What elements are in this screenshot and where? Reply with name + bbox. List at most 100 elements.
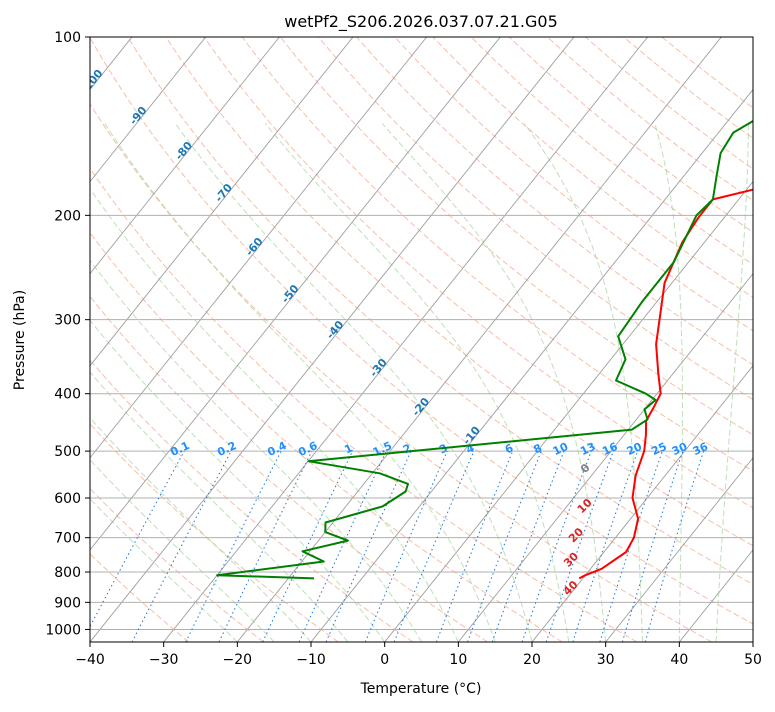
mixing-ratio-label: 1.5	[371, 439, 394, 459]
y-tick-label: 600	[54, 491, 81, 507]
moist-adiabat-line	[0, 124, 274, 642]
mixing-ratio-line	[436, 451, 512, 642]
mixing-ratio-line	[394, 451, 474, 642]
dry-adiabat-line	[13, 37, 637, 642]
isotherm-line	[0, 37, 353, 642]
y-tick-label: 1000	[45, 622, 81, 638]
moist-adiabat-line	[716, 124, 748, 642]
x-axis-label: Temperature (°C)	[360, 681, 482, 697]
dry-adiabat-label: -30	[367, 356, 390, 380]
x-tick-label: 20	[523, 652, 541, 668]
y-tick-label: 200	[54, 208, 81, 224]
mixing-ratio-line	[600, 451, 663, 642]
x-tick-label: 50	[744, 652, 762, 668]
background-lines	[0, 37, 775, 642]
y-tick-label: 800	[54, 565, 81, 581]
mixing-ratio-label: 0.1	[168, 439, 191, 459]
mixing-ratio-line	[645, 451, 703, 642]
mixing-ratio-line	[82, 451, 184, 642]
isotherm-line	[237, 37, 721, 642]
isotherm-line	[311, 37, 775, 642]
x-tick-label: 0	[380, 652, 389, 668]
chart-title: wetPf2_S206.2026.037.07.21.G05	[284, 12, 558, 32]
moist-adiabat-line	[265, 124, 568, 642]
dry-adiabat-line	[0, 37, 562, 642]
y-axis-ticks: 100 200 300 400 500 600 700 800 900 1000	[45, 30, 90, 638]
y-tick-label: 700	[54, 531, 81, 547]
x-tick-label: −20	[223, 652, 253, 668]
dry-adiabat-line	[0, 37, 488, 642]
x-tick-label: −30	[149, 652, 179, 668]
dry-adiabat-line	[0, 37, 264, 642]
mixing-ratio-label: 20	[625, 440, 645, 458]
moist-adiabat-label: 40	[561, 578, 581, 598]
dewpoint-line	[217, 37, 775, 578]
isotherm-line	[458, 37, 775, 642]
mixing-ratio-line	[468, 451, 542, 642]
isotherm-line	[0, 37, 279, 642]
mixing-ratio-label: 30	[670, 440, 690, 458]
y-tick-label: 300	[54, 313, 81, 329]
dry-adiabat-line	[318, 37, 775, 642]
mixing-ratio-line	[186, 451, 281, 642]
x-tick-label: −40	[75, 652, 105, 668]
mixing-ratio-label: 8	[532, 442, 544, 457]
mixing-ratio-label: 0.6	[296, 439, 319, 459]
mixing-ratio-label: 16	[600, 440, 620, 458]
x-tick-label: 40	[670, 652, 688, 668]
mixing-ratio-label: 0.2	[215, 439, 238, 459]
dry-adiabat-label: -70	[212, 181, 235, 205]
isotherm-line	[0, 37, 58, 642]
moist-adiabat-line	[175, 124, 532, 642]
mixing-ratio-line	[219, 451, 312, 642]
x-axis-ticks: −40 −30 −20 −10 0 10 20 30 40 50	[75, 642, 762, 668]
dry-adiabat-line	[395, 37, 775, 642]
dry-adiabat-label: -60	[243, 235, 266, 259]
x-tick-label: 10	[449, 652, 467, 668]
moist-adiabat-label: 10	[575, 496, 595, 516]
mixing-ratio-label: 6	[503, 441, 516, 456]
isotherm-line	[0, 37, 206, 642]
y-tick-label: 900	[54, 595, 81, 611]
moist-adiabat-line	[0, 124, 237, 642]
x-tick-label: 30	[597, 652, 615, 668]
dry-adiabat-label: -20	[409, 395, 432, 419]
temperature-line	[579, 37, 775, 578]
mixing-ratio-label: 10	[551, 440, 571, 458]
mixing-ratio-line	[365, 451, 447, 642]
mixing-ratio-label: 36	[691, 440, 711, 458]
isotherm-line	[753, 37, 775, 642]
isotherm-line	[679, 37, 775, 642]
dry-adiabat-line	[509, 37, 775, 642]
x-tick-label: −10	[296, 652, 326, 668]
mixing-ratio-line	[622, 451, 683, 642]
dry-adiabat-label: -80	[172, 139, 195, 163]
dry-adiabat-label: -90	[127, 104, 150, 128]
dry-adiabat-line	[433, 37, 775, 642]
mixing-ratio-label: 2	[401, 442, 413, 457]
y-tick-label: 100	[54, 30, 81, 46]
isotherm-line	[606, 37, 775, 642]
y-axis-label: Pressure (hPa)	[12, 290, 28, 390]
moist-adiabat-label: 0	[578, 461, 593, 476]
mixing-ratio-line	[263, 451, 353, 642]
dry-adiabat-line	[0, 37, 338, 642]
y-tick-label: 400	[54, 387, 81, 403]
dry-adiabat-line	[357, 37, 775, 642]
dry-adiabat-line	[166, 37, 775, 642]
dry-adiabat-line	[0, 37, 189, 642]
mixing-ratio-label: 13	[578, 440, 597, 458]
profile-series	[217, 37, 775, 578]
mixing-ratio-line	[522, 451, 591, 642]
moist-adiabat-label: 20	[566, 525, 586, 545]
dry-adiabat-label: -50	[279, 282, 302, 306]
dry-adiabat-label: -40	[324, 318, 347, 342]
moist-adiabat-label: 30	[561, 549, 581, 569]
dry-adiabat-line	[471, 37, 775, 642]
isotherm-line	[164, 37, 648, 642]
y-tick-label: 500	[54, 444, 81, 460]
dry-adiabat-label: -100	[78, 67, 106, 97]
mixing-ratio-line	[299, 451, 386, 642]
